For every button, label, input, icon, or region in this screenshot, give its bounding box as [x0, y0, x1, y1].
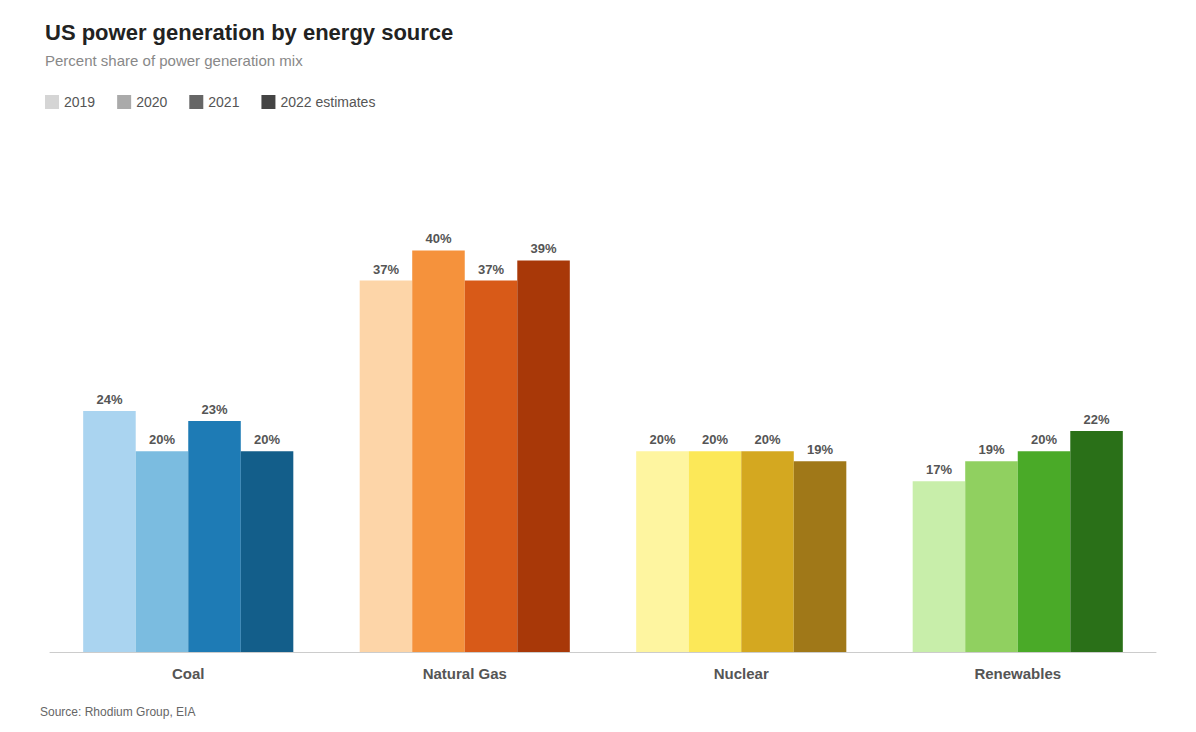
svg-text:Nuclear: Nuclear: [714, 665, 769, 682]
svg-text:20%: 20%: [755, 432, 781, 447]
svg-text:2019: 2019: [64, 94, 95, 110]
svg-text:US power generation by energy: US power generation by energy source: [45, 20, 453, 45]
svg-text:Renewables: Renewables: [974, 665, 1061, 682]
svg-text:20%: 20%: [149, 432, 175, 447]
svg-text:24%: 24%: [96, 392, 122, 407]
svg-text:20%: 20%: [1031, 432, 1057, 447]
svg-text:Natural Gas: Natural Gas: [423, 665, 507, 682]
svg-text:22%: 22%: [1084, 412, 1110, 427]
svg-text:Source: Rhodium Group, EIA: Source: Rhodium Group, EIA: [40, 705, 195, 719]
svg-text:19%: 19%: [978, 442, 1004, 457]
svg-text:Percent share of power generat: Percent share of power generation mix: [45, 52, 303, 69]
svg-text:20%: 20%: [254, 432, 280, 447]
svg-text:39%: 39%: [531, 241, 557, 256]
svg-text:20%: 20%: [702, 432, 728, 447]
svg-text:17%: 17%: [926, 462, 952, 477]
svg-text:19%: 19%: [807, 442, 833, 457]
svg-text:40%: 40%: [425, 231, 451, 246]
svg-text:Coal: Coal: [172, 665, 205, 682]
svg-text:37%: 37%: [373, 262, 399, 277]
svg-text:23%: 23%: [202, 402, 228, 417]
svg-text:37%: 37%: [478, 262, 504, 277]
svg-text:20%: 20%: [649, 432, 675, 447]
svg-text:2022 estimates: 2022 estimates: [280, 94, 375, 110]
svg-text:2020: 2020: [136, 94, 167, 110]
svg-text:2021: 2021: [208, 94, 239, 110]
